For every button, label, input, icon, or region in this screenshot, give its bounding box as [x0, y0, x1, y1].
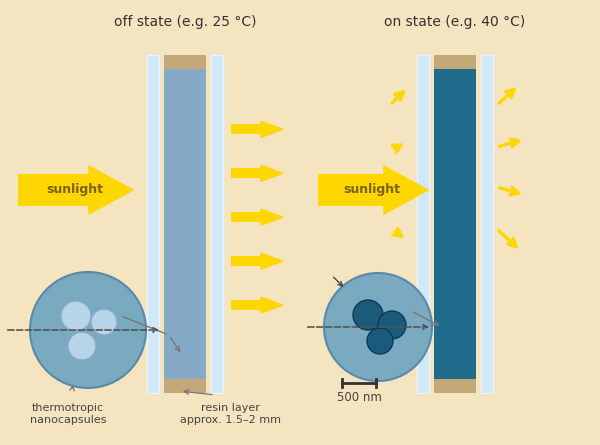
Text: off state (e.g. 25 °C): off state (e.g. 25 °C) — [114, 15, 256, 29]
Bar — [318, 174, 384, 206]
Circle shape — [324, 273, 432, 381]
Circle shape — [68, 332, 96, 360]
Polygon shape — [261, 121, 283, 138]
Circle shape — [378, 311, 406, 339]
Bar — [417, 55, 429, 393]
Text: on state (e.g. 40 °C): on state (e.g. 40 °C) — [385, 15, 526, 29]
Text: thermotropic
nanocapsules: thermotropic nanocapsules — [30, 403, 106, 425]
Circle shape — [91, 309, 117, 335]
Bar — [231, 124, 261, 134]
Text: sunlight: sunlight — [343, 183, 401, 197]
Bar — [211, 55, 223, 393]
Bar — [164, 55, 206, 69]
Bar — [434, 379, 476, 393]
Bar — [147, 55, 159, 393]
Bar — [231, 168, 261, 178]
Circle shape — [367, 328, 393, 354]
Polygon shape — [89, 166, 133, 214]
Bar — [481, 55, 493, 393]
Bar — [231, 256, 261, 266]
Circle shape — [61, 301, 91, 331]
Bar — [18, 174, 89, 206]
Circle shape — [30, 272, 146, 388]
Bar — [231, 212, 261, 222]
Bar — [434, 69, 476, 379]
Bar — [434, 55, 476, 69]
Bar — [231, 300, 261, 310]
Polygon shape — [261, 165, 283, 181]
Bar — [164, 69, 206, 379]
Polygon shape — [384, 166, 428, 214]
Text: 500 nm: 500 nm — [337, 391, 382, 404]
Text: resin layer
approx. 1.5–2 mm: resin layer approx. 1.5–2 mm — [179, 403, 281, 425]
Polygon shape — [261, 297, 283, 313]
Polygon shape — [261, 253, 283, 269]
Circle shape — [353, 300, 383, 330]
Text: sunlight: sunlight — [47, 183, 104, 197]
Bar — [164, 379, 206, 393]
Polygon shape — [261, 209, 283, 225]
